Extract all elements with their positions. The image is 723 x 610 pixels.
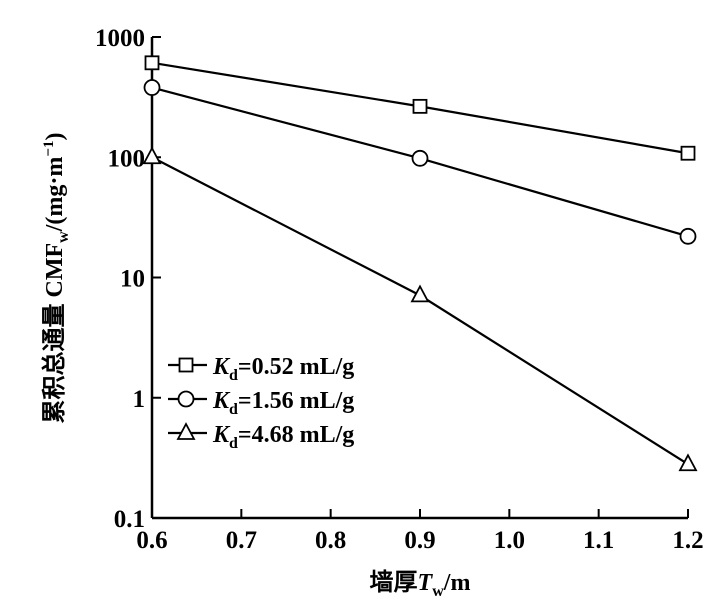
- y-tick-label: 1: [133, 386, 146, 413]
- data-point-circle: [143, 79, 161, 96]
- legend-marker-square: [178, 357, 194, 373]
- x-tick-label: 0.7: [226, 527, 257, 554]
- x-tick-label: 0.8: [315, 527, 346, 554]
- series-line: [151, 156, 689, 466]
- y-axis-label: 累积总通量 CMFw/(mg·m−1): [40, 133, 72, 424]
- data-point-triangle: [678, 453, 698, 472]
- x-axis-label: 墙厚Tw/m: [370, 568, 471, 600]
- x-tick-label: 1.1: [583, 527, 614, 554]
- data-point-square: [144, 55, 160, 71]
- data-point-square: [680, 145, 696, 161]
- data-point-square: [412, 98, 428, 114]
- y-tick-label: 1000: [95, 25, 145, 52]
- data-point-circle: [679, 227, 697, 245]
- legend-marker-circle: [177, 390, 195, 408]
- legend-item: Kd=4.68 mL/g: [168, 422, 354, 452]
- series-triangle: [142, 146, 698, 472]
- data-point-triangle: [142, 146, 162, 165]
- y-tick-label: 100: [108, 145, 146, 172]
- legend-marker-triangle: [176, 422, 196, 440]
- data-point-triangle: [410, 284, 430, 303]
- series-circle: [143, 79, 697, 245]
- legend-label: Kd=4.68 mL/g: [212, 422, 354, 452]
- x-tick-label: 1.2: [672, 527, 703, 554]
- x-tick-label: 0.6: [136, 527, 167, 554]
- legend-label: Kd=1.56 mL/g: [212, 388, 354, 418]
- legend-item: Kd=1.56 mL/g: [168, 388, 354, 418]
- legend: Kd=0.52 mL/g Kd=1.56 mL/g Kd=4.68 mL/g: [168, 354, 354, 452]
- legend-item: Kd=0.52 mL/g: [168, 354, 354, 384]
- x-tick-label: 1.0: [494, 527, 525, 554]
- axes: 0.6 0.7 0.8 0.9 1.0 1.1 1.2 0.1 1 10 100 1000: [95, 25, 704, 554]
- x-tick-label: 0.9: [404, 527, 435, 554]
- y-tick-label: 10: [120, 266, 145, 293]
- data-point-circle: [411, 149, 429, 167]
- series-square: [144, 55, 696, 161]
- y-tick-label: 0.1: [114, 506, 145, 533]
- series-group: [142, 55, 698, 472]
- legend-label: Kd=0.52 mL/g: [212, 354, 354, 384]
